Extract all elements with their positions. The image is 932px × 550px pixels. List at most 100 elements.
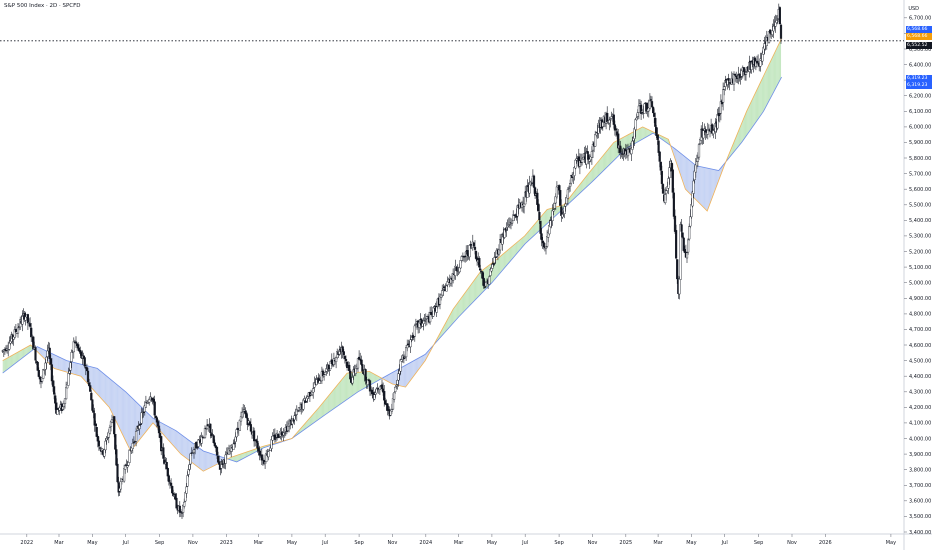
ma-ribbon-fill (649, 130, 651, 135)
ma-ribbon-fill (344, 374, 346, 401)
ma-ribbon-fill (13, 353, 15, 365)
ma-ribbon-fill (609, 146, 611, 165)
ma-ribbon-fill (108, 377, 110, 409)
candle (13, 326, 16, 340)
ma-ribbon-fill (125, 391, 127, 443)
ma-ribbon-fill (37, 346, 39, 354)
ma-ribbon-fill (461, 295, 463, 314)
ma-ribbon-fill (502, 253, 504, 271)
candle (516, 205, 519, 224)
ma-ribbon-fill (63, 359, 66, 372)
ma-ribbon-fill (508, 248, 510, 263)
ma-ribbon-fill (753, 94, 755, 126)
candle (374, 389, 377, 398)
x-tick-label: May (886, 540, 896, 546)
candle (559, 185, 562, 206)
ma-ribbon-fill (305, 421, 307, 429)
ma-ribbon-fill (348, 372, 350, 399)
ma-ribbon-fill (596, 162, 598, 178)
candle (406, 339, 409, 352)
ma-ribbon-fill (150, 415, 152, 427)
x-tick-label: Nov (787, 540, 797, 546)
ma-ribbon-fill (595, 163, 597, 179)
ma-ribbon-fill (758, 85, 760, 120)
candle (16, 323, 20, 338)
candle (63, 398, 67, 409)
ma-ribbon-fill (512, 245, 514, 260)
ma-ribbon-fill (94, 367, 96, 393)
ma-ribbon-fill (747, 107, 749, 135)
candle (267, 450, 270, 461)
ma-ribbon-fill (526, 232, 528, 243)
ma-ribbon-fill (245, 452, 247, 458)
candle (390, 403, 393, 414)
candle (534, 186, 537, 199)
candle (685, 251, 689, 263)
ma-ribbon-fill (42, 348, 44, 358)
ma-ribbon-fill (751, 98, 753, 129)
ma-ribbon-fill (531, 226, 533, 238)
candle (635, 113, 638, 121)
ma-ribbon-fill (3, 359, 5, 373)
candle (430, 306, 433, 316)
ma-ribbon-fill (681, 153, 683, 182)
ma-ribbon-fill (773, 53, 775, 93)
ma-ribbon-fill (743, 115, 745, 140)
ma-ribbon-fill (121, 388, 123, 436)
candle (113, 416, 116, 438)
ma-ribbon-fill (251, 449, 254, 454)
ma-ribbon-fill (546, 209, 548, 225)
candle (664, 187, 667, 205)
ma-ribbon-fill (676, 149, 678, 166)
candle (48, 342, 51, 365)
candle (542, 241, 545, 250)
ma-ribbon-fill (95, 367, 97, 394)
ma-ribbon-fill (582, 180, 584, 192)
candle (722, 82, 725, 111)
ma-ribbon-fill (608, 147, 610, 166)
ma-ribbon-fill (744, 112, 747, 138)
ma-ribbon-fill (603, 153, 606, 171)
candle (327, 364, 330, 372)
ma-ribbon-fill (756, 87, 759, 121)
ma-ribbon-fill (702, 167, 704, 208)
candle (260, 448, 263, 465)
candle (714, 118, 717, 139)
ma-ribbon-fill (38, 347, 40, 355)
y-tick-label: 5,200.00 (909, 249, 931, 255)
candle (511, 219, 514, 226)
ma-ribbon-fill (318, 406, 320, 420)
ma-ribbon-fill (500, 255, 502, 274)
x-tick-label: 2026 (819, 540, 832, 546)
candle (478, 256, 481, 271)
candle (676, 259, 679, 284)
ma-ribbon-fill (74, 362, 76, 375)
ma-ribbon-fill (314, 411, 316, 423)
ma-ribbon-fill (118, 385, 120, 429)
ma-ribbon-fill (308, 417, 310, 427)
ma-ribbon-fill (777, 43, 779, 85)
ma-ribbon-fill (497, 257, 500, 276)
ma-ribbon-fill (83, 364, 85, 381)
y-tick-label: 4,000.00 (909, 436, 931, 442)
ma-ribbon-fill (409, 362, 411, 382)
ma-ribbon-fill (310, 415, 313, 425)
ma-ribbon-fill (470, 283, 472, 305)
ma-ribbon-fill (184, 436, 186, 458)
ma-ribbon-fill (130, 396, 132, 451)
ma-ribbon-fill (9, 356, 11, 369)
ma-ribbon-fill (338, 382, 340, 406)
ma-ribbon-fill (509, 247, 512, 262)
candle (91, 399, 94, 413)
ma-ribbon-fill (593, 166, 595, 181)
candle (203, 425, 207, 439)
x-tick-label: Mar (653, 540, 663, 546)
ma-ribbon-fill (584, 177, 586, 190)
ma-ribbon-fill (100, 370, 102, 399)
candle (361, 359, 364, 374)
ma-ribbon-fill (212, 454, 214, 467)
ma-ribbon-fill (697, 166, 700, 203)
ma-ribbon-fill (503, 252, 505, 270)
